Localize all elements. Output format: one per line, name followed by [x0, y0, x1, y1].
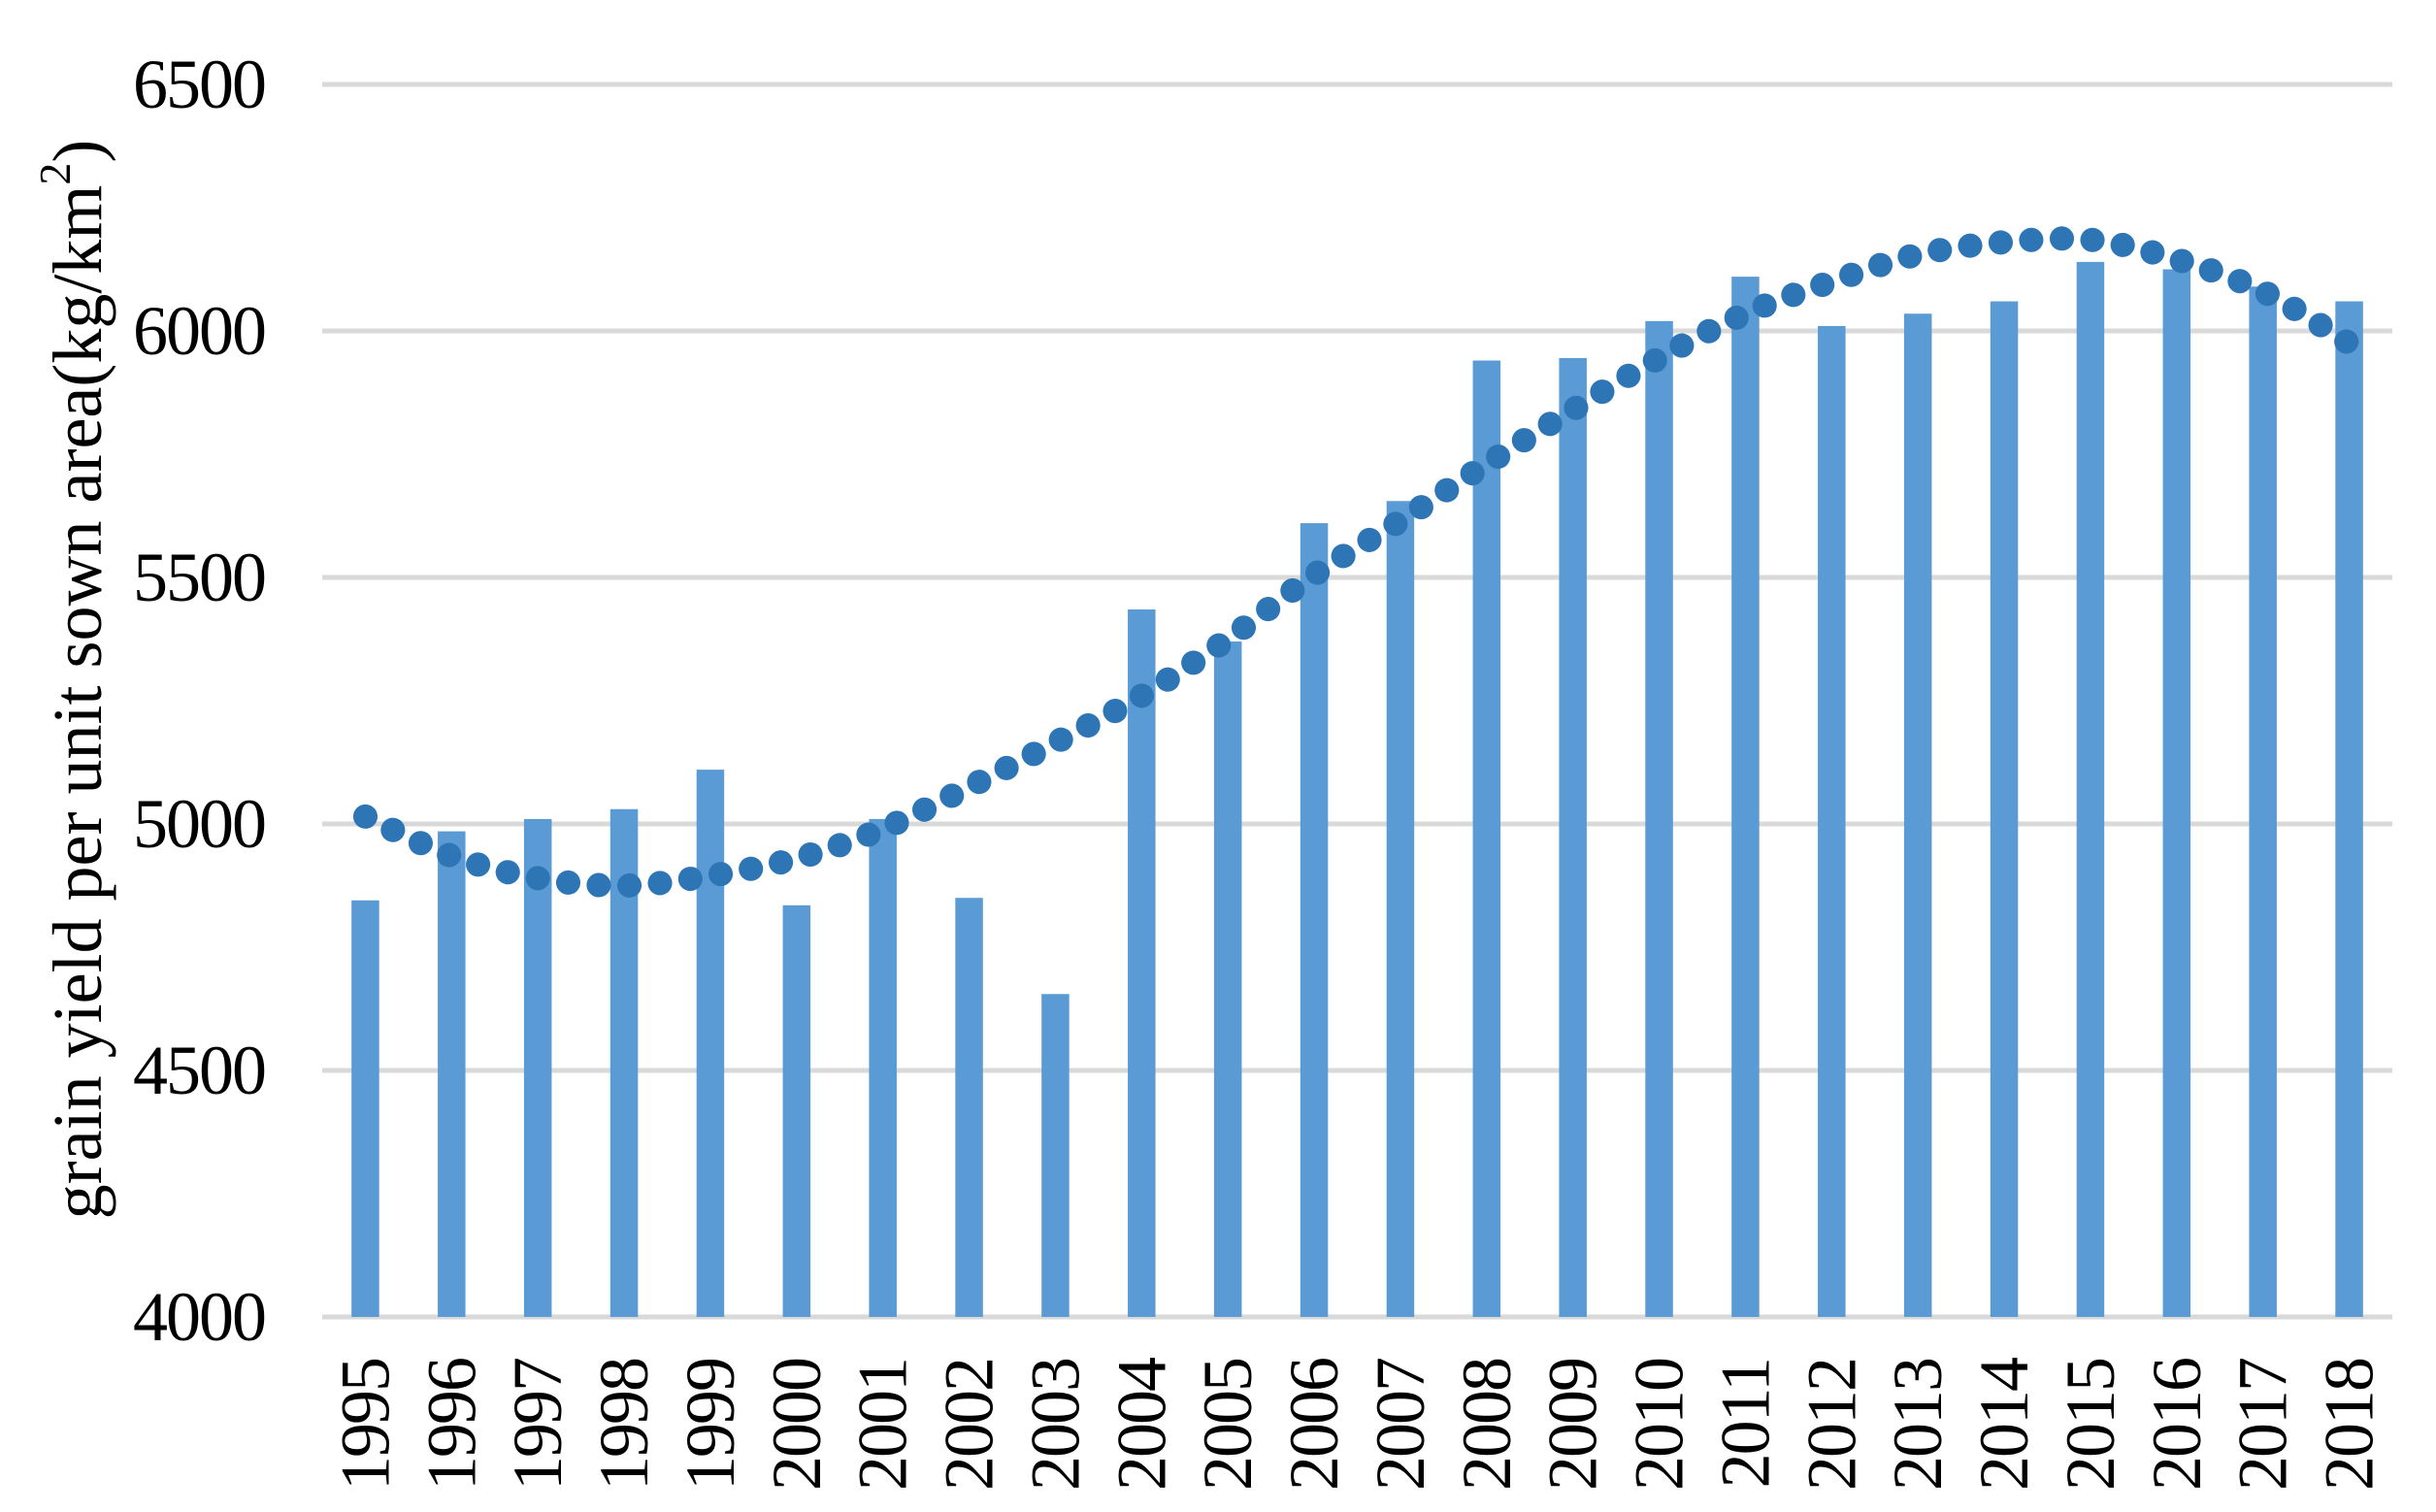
x-tick-label-2010: 2010	[1621, 1359, 1698, 1491]
trendline-group	[352, 226, 2362, 899]
x-tick-label-2018: 2018	[2311, 1359, 2388, 1491]
x-tick-label-2002: 2002	[931, 1359, 1008, 1491]
bar-2000	[782, 904, 811, 1317]
bar-2013	[1903, 313, 1932, 1318]
y-axis-tick-labels: 4000 4500 5000 5500 6000 6500	[133, 46, 267, 1356]
bar-2008	[1472, 360, 1501, 1318]
bar-2014	[1990, 301, 2019, 1317]
x-tick-label-2005: 2005	[1189, 1359, 1267, 1491]
bar-2004	[1128, 609, 1156, 1317]
bar-2009	[1559, 357, 1587, 1317]
bar-2002	[955, 898, 983, 1317]
x-tick-label-2006: 2006	[1275, 1359, 1353, 1491]
x-tick-label-1995: 1995	[326, 1359, 404, 1491]
x-tick-label-2017: 2017	[2224, 1359, 2302, 1491]
bar-2016	[2162, 269, 2191, 1317]
x-tick-label-2003: 2003	[1016, 1359, 1094, 1491]
bars-group	[351, 261, 2363, 1318]
x-tick-label-2016: 2016	[2138, 1359, 2216, 1491]
bar-1997	[523, 818, 552, 1317]
bar-2011	[1731, 277, 1760, 1317]
bar-2010	[1645, 320, 1673, 1318]
x-tick-label-1997: 1997	[499, 1359, 576, 1491]
x-tick-label-1998: 1998	[585, 1359, 663, 1491]
x-tick-label-2000: 2000	[758, 1359, 836, 1491]
y-axis-title: grain yield per unit sown area(kg/km2)	[30, 140, 117, 1220]
y-tick-label-4000: 4000	[133, 1278, 265, 1356]
bar-2017	[2249, 286, 2277, 1317]
bar-2006	[1300, 523, 1329, 1317]
bar-2001	[869, 818, 897, 1317]
y-tick-label-4500: 4500	[133, 1032, 265, 1109]
x-tick-label-2014: 2014	[1965, 1358, 2043, 1491]
bar-2007	[1386, 501, 1415, 1317]
y-axis-title-group: grain yield per unit sown area(kg/km2)	[30, 140, 117, 1220]
bar-2015	[2076, 261, 2105, 1317]
x-axis-tick-labels: 1995 1996 1997 1998 1999 2000 2001 2002 2003 2004…	[326, 1358, 2387, 1491]
bar-2018	[2335, 301, 2363, 1317]
x-tick-label-2011: 2011	[1706, 1359, 1784, 1488]
y-tick-label-5000: 5000	[133, 785, 265, 863]
x-tick-label-2013: 2013	[1879, 1359, 1957, 1491]
x-tick-label-2004: 2004	[1103, 1358, 1180, 1491]
bar-1996	[438, 831, 466, 1317]
bar-1999	[696, 770, 725, 1317]
trend-dotted-line	[352, 226, 2362, 899]
x-tick-label-2015: 2015	[2052, 1359, 2129, 1491]
x-tick-label-2009: 2009	[1534, 1359, 1612, 1491]
bar-2012	[1818, 325, 1846, 1317]
bar-1995	[351, 900, 379, 1317]
gridlines-group	[322, 82, 2392, 1320]
bar-2005	[1213, 641, 1242, 1317]
x-tick-label-1999: 1999	[672, 1359, 749, 1491]
x-tick-label-2007: 2007	[1362, 1359, 1439, 1491]
x-tick-label-2008: 2008	[1448, 1359, 1526, 1491]
x-tick-label-2001: 2001	[844, 1359, 922, 1491]
y-tick-label-5500: 5500	[133, 539, 265, 616]
x-tick-label-1996: 1996	[412, 1359, 490, 1491]
y-tick-label-6500: 6500	[133, 46, 265, 123]
bar-2003	[1041, 994, 1070, 1317]
x-tick-label-2012: 2012	[1793, 1359, 1870, 1491]
y-tick-label-6000: 6000	[133, 292, 265, 370]
